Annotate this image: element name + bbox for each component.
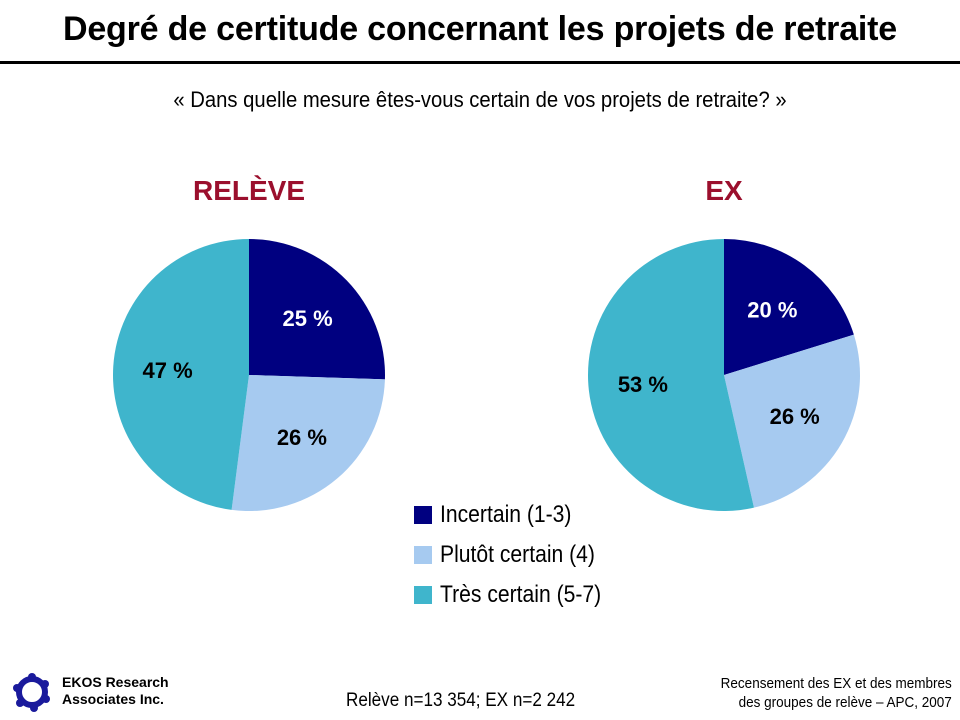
slice-label-plutot-certain: 26 %	[770, 404, 820, 429]
sample-size-note: Relève n=13 354; EX n=2 242	[346, 690, 576, 711]
pie-chart-ex: 20 % 26 % 53 %	[587, 239, 860, 512]
pie-slice-incertain	[249, 239, 385, 380]
slice-label-incertain: 20 %	[747, 297, 797, 322]
slice-label-tres-certain: 47 %	[142, 358, 192, 383]
company-name: EKOS Research Associates Inc.	[62, 674, 169, 708]
pie-slice-incertain	[724, 239, 854, 375]
source-line-2: des groupes de relève – APC, 2007	[738, 694, 952, 711]
legend-label: Incertain (1-3)	[440, 501, 572, 528]
legend-item-incertain: Incertain (1-3)	[414, 495, 623, 535]
legend-item-tres-certain: Très certain (5-7)	[414, 575, 623, 615]
legend: Incertain (1-3) Plutôt certain (4) Très …	[414, 495, 623, 615]
source-note: Recensement des EX et des membres des gr…	[721, 674, 952, 712]
legend-label: Très certain (5-7)	[440, 581, 602, 608]
source-line-1: Recensement des EX et des membres	[720, 675, 952, 692]
pie-chart-releve: 25 % 26 % 47 %	[112, 238, 385, 511]
legend-swatch	[414, 506, 432, 524]
page-title: Degré de certitude concernant les projet…	[62, 10, 897, 48]
company-line-2: Associates Inc.	[62, 691, 164, 707]
legend-swatch	[414, 586, 432, 604]
title-divider	[0, 61, 960, 64]
slice-label-tres-certain: 53 %	[618, 372, 668, 397]
ekos-logo-icon	[13, 673, 50, 712]
slice-label-incertain: 25 %	[283, 306, 333, 331]
legend-swatch	[414, 546, 432, 564]
pie-slice-tres-certain	[587, 239, 754, 512]
company-line-1: EKOS Research	[62, 674, 169, 690]
pie-title-ex: EX	[705, 175, 743, 206]
pie-slice-plutot-certain	[724, 334, 860, 508]
slice-label-plutot-certain: 26 %	[277, 425, 327, 450]
legend-label: Plutôt certain (4)	[440, 541, 595, 568]
pie-title-releve: RELÈVE	[192, 175, 306, 206]
survey-question: « Dans quelle mesure êtes-vous certain d…	[173, 87, 787, 112]
pie-slice-plutot-certain	[231, 375, 385, 511]
legend-item-plutot-certain: Plutôt certain (4)	[414, 535, 623, 575]
pie-slice-tres-certain	[112, 238, 250, 510]
